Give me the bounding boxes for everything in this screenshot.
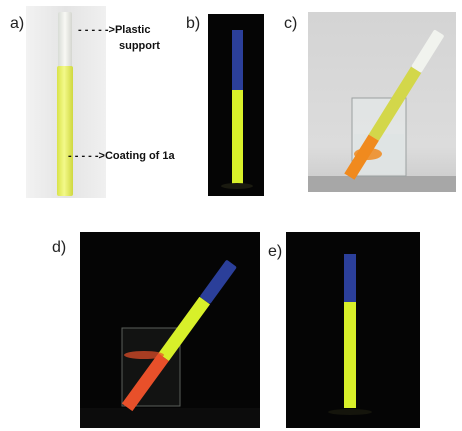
glowing-stick-e bbox=[344, 302, 356, 408]
glowing-stick-b bbox=[232, 90, 243, 184]
coated-stick-c bbox=[368, 66, 422, 141]
plastic-support-a bbox=[58, 12, 72, 70]
panel-label-c: c) bbox=[284, 15, 298, 32]
panel-a-photo bbox=[26, 6, 106, 198]
panel-label-b: b) bbox=[186, 15, 201, 32]
coated-stick-a bbox=[57, 66, 73, 196]
plastic-support-c bbox=[411, 30, 444, 73]
blue-end-b bbox=[232, 30, 243, 90]
glowing-stick-d bbox=[158, 296, 210, 361]
panel-b-photo bbox=[208, 14, 264, 196]
panel-c-photo bbox=[308, 12, 456, 192]
annotation-plastic-label: Plastic bbox=[114, 24, 151, 36]
annotation-coating-label: Coating of 1a bbox=[104, 150, 175, 162]
annotation-coating: - - - - ->Coating of 1a bbox=[68, 150, 175, 162]
annotation-arrow-plastic: - - - - -> bbox=[78, 24, 115, 36]
panel-d-photo bbox=[80, 232, 260, 428]
blue-end-e bbox=[344, 254, 356, 302]
panel-label-e: e) bbox=[268, 243, 283, 260]
panel-label-d: d) bbox=[52, 239, 67, 256]
annotation-support-label: support bbox=[119, 40, 160, 52]
panel-e-photo bbox=[286, 232, 420, 428]
annotation-plastic: - - - - ->Plastic bbox=[78, 24, 150, 36]
panel-label-a: a) bbox=[10, 15, 25, 32]
annotation-arrow-coating: - - - - -> bbox=[68, 150, 105, 162]
red-immersed-d bbox=[121, 353, 169, 412]
blue-end-d bbox=[200, 260, 237, 304]
